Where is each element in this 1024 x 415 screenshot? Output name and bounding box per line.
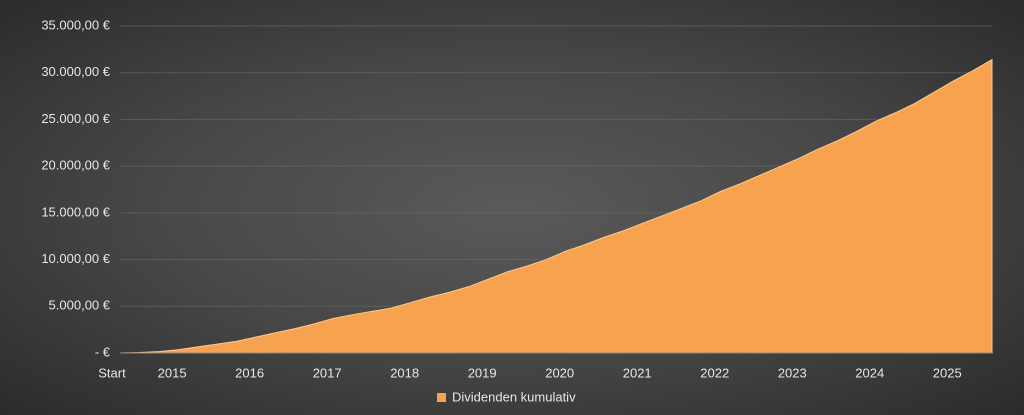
- x-tick-label: 2025: [933, 365, 962, 380]
- y-tick-label: 5.000,00 €: [49, 298, 111, 313]
- y-tick-label: 35.000,00 €: [41, 17, 110, 32]
- x-tick-label: 2024: [855, 365, 884, 380]
- y-tick-label: 30.000,00 €: [41, 64, 110, 79]
- legend-swatch: [437, 393, 446, 402]
- x-tick-label: 2022: [700, 365, 729, 380]
- x-tick-label: 2018: [390, 365, 419, 380]
- y-tick-label: - €: [95, 344, 111, 359]
- legend-label: Dividenden kumulativ: [452, 389, 576, 404]
- x-tick-label: 2023: [778, 365, 807, 380]
- y-tick-label: 25.000,00 €: [41, 111, 110, 126]
- y-tick-label: 15.000,00 €: [41, 204, 110, 219]
- x-tick-label: 2015: [158, 365, 187, 380]
- x-tick-label: 2020: [545, 365, 574, 380]
- x-tick-label: Start: [98, 365, 126, 380]
- area: [119, 58, 993, 354]
- x-tick-label: 2019: [468, 365, 497, 380]
- x-tick-label: 2016: [235, 365, 264, 380]
- y-tick-label: 20.000,00 €: [41, 158, 110, 173]
- x-tick-label: 2021: [623, 365, 652, 380]
- x-tick-label: 2017: [313, 365, 342, 380]
- y-tick-label: 10.000,00 €: [41, 251, 110, 266]
